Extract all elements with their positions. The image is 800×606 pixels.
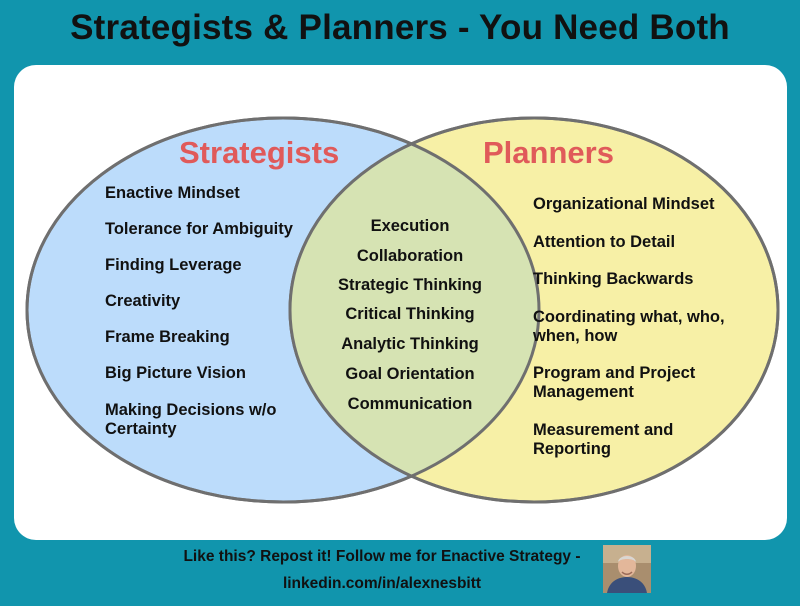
shared-item: Critical Thinking xyxy=(345,305,475,323)
strategists-heading: Strategists xyxy=(179,135,340,170)
planners-item: Coordinating what, who, when, how xyxy=(533,308,725,345)
footer-call-to-action: Like this? Repost it! Follow me for Enac… xyxy=(183,548,581,565)
strategists-item: Frame Breaking xyxy=(105,328,230,346)
planners-circle-outline xyxy=(288,116,780,504)
shared-item: Goal Orientation xyxy=(345,365,475,383)
shared-item: Analytic Thinking xyxy=(341,335,479,353)
footer-linkedin-url[interactable]: linkedin.com/in/alexnesbitt xyxy=(282,575,482,592)
author-photo xyxy=(603,545,651,593)
strategists-circle-outline xyxy=(25,116,541,504)
strategists-item: Tolerance for Ambiguity xyxy=(105,220,293,238)
strategists-item: Creativity xyxy=(105,292,181,310)
strategists-item: Finding Leverage xyxy=(105,256,242,274)
shared-item: Communication xyxy=(347,395,473,413)
planners-item: Measurement and Reporting xyxy=(533,421,674,458)
shared-item: Strategic Thinking xyxy=(338,276,482,294)
overlap-region xyxy=(290,118,539,502)
planners-item: Thinking Backwards xyxy=(533,270,694,288)
shared-item: Collaboration xyxy=(356,247,464,265)
strategists-item: Making Decisions w/o Certainty xyxy=(105,401,277,438)
planners-item: Organizational Mindset xyxy=(533,195,715,213)
strategists-item: Enactive Mindset xyxy=(105,184,240,202)
planners-item: Attention to Detail xyxy=(533,233,676,251)
author-avatar-icon xyxy=(603,545,651,593)
page-title: Strategists & Planners - You Need Both xyxy=(70,8,730,47)
planners-item: Program and Project Management xyxy=(533,364,696,401)
planners-heading: Planners xyxy=(483,135,614,170)
shared-item: Execution xyxy=(370,217,450,235)
strategists-item: Big Picture Vision xyxy=(105,364,246,382)
